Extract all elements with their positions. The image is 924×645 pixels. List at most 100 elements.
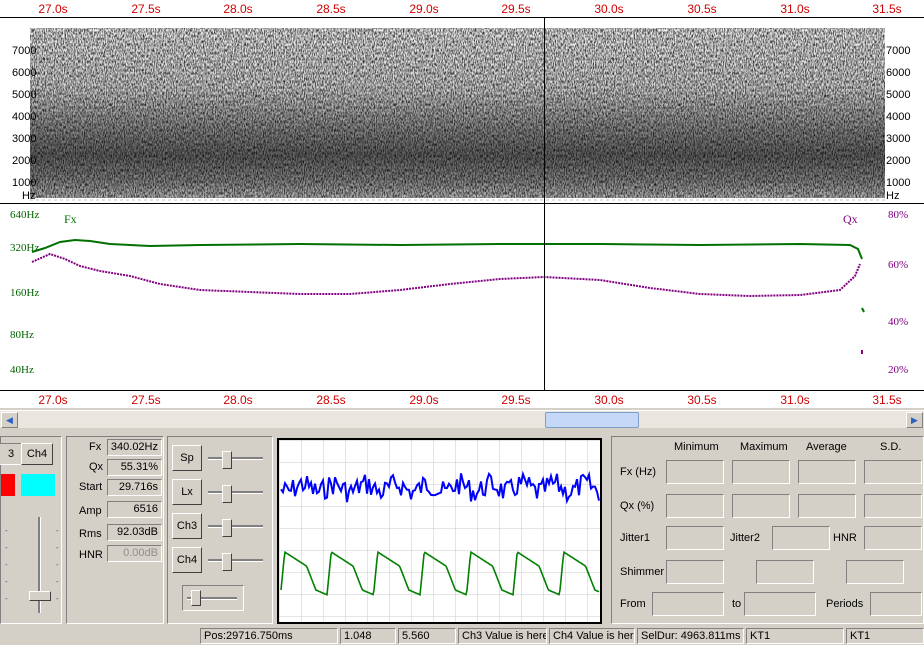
- qx-value: 55.31%: [107, 459, 162, 476]
- fx-tick: 40Hz: [10, 364, 34, 376]
- ch4-button[interactable]: Ch4: [21, 443, 53, 465]
- spectrogram-panel[interactable]: 7000 6000 5000 4000 3000 2000 1000 Hz 70…: [0, 18, 924, 204]
- jitter2-field: [772, 526, 830, 550]
- rms-value: 92.03dB: [107, 524, 162, 541]
- freq-tick: 3000: [12, 133, 37, 145]
- ch4-volume-track[interactable]: [38, 517, 41, 613]
- freq-tick: 4000: [12, 111, 37, 123]
- hnr-value: 0.00dB: [107, 545, 162, 562]
- fx-min-field: [666, 460, 724, 484]
- ch3-slider-thumb[interactable]: [222, 519, 232, 537]
- fx-tick: 320Hz: [10, 242, 40, 254]
- mixer-panel: Sp Lx Ch3 Ch4: [167, 436, 273, 624]
- freq-tick: 5000: [12, 89, 37, 101]
- freq-unit: Hz: [22, 190, 36, 202]
- qx-tick: 60%: [888, 259, 909, 271]
- stat-header: Maximum: [740, 441, 788, 453]
- lx-slider-thumb[interactable]: [222, 485, 232, 503]
- measurement-panel: Fx 340.02Hz Qx 55.31% Start 29.716s Amp …: [66, 436, 164, 624]
- time-tick: 27.0s: [38, 393, 68, 407]
- jitter2-label: Jitter2: [730, 532, 760, 544]
- lx-button[interactable]: Lx: [172, 479, 202, 505]
- ch4-volume-thumb[interactable]: [29, 591, 51, 601]
- fx-max-field: [732, 460, 790, 484]
- periods-field: [870, 592, 922, 616]
- qx-label: Qx: [89, 461, 104, 473]
- freq-tick: 1000: [886, 177, 911, 189]
- sp-button[interactable]: Sp: [172, 445, 202, 471]
- time-tick: 28.0s: [223, 2, 253, 16]
- volume-ticks: -----: [56, 526, 59, 603]
- amp-value: 6516: [107, 501, 162, 518]
- volume-ticks: -----: [5, 526, 8, 603]
- time-tick: 31.5s: [872, 393, 902, 407]
- qx-sd-field: [864, 494, 922, 518]
- master-slider-thumb[interactable]: [191, 590, 201, 606]
- playback-cursor[interactable]: [544, 204, 545, 390]
- freq-tick: 7000: [12, 45, 37, 57]
- ch3-mix-button[interactable]: Ch3: [172, 513, 202, 539]
- scroll-right-button[interactable]: ▶: [906, 412, 923, 428]
- status-value-2: 5.560: [398, 628, 456, 644]
- time-tick: 30.5s: [687, 393, 717, 407]
- top-time-axis: 27.0s 27.5s 28.0s 28.5s 29.0s 29.5s 30.0…: [0, 0, 924, 18]
- status-value-1: 1.048: [340, 628, 396, 644]
- sp-slider-thumb[interactable]: [222, 451, 232, 469]
- periods-label: Periods: [826, 598, 864, 610]
- freq-tick: 7000: [886, 45, 911, 57]
- ch4-color-swatch: [21, 474, 55, 496]
- stat-header: S.D.: [880, 441, 902, 453]
- time-tick: 29.5s: [501, 393, 531, 407]
- jitter1-label: Jitter1: [620, 532, 650, 544]
- shimmer-field-3: [846, 560, 904, 584]
- sp-slider-track[interactable]: [208, 457, 263, 460]
- status-ch4-value: Ch4 Value is here: [549, 628, 635, 644]
- status-kt1-a: KT1: [746, 628, 844, 644]
- pitch-panel[interactable]: 640Hz 320Hz 160Hz 80Hz 40Hz Fx Qx 80% 60…: [0, 204, 924, 390]
- time-tick: 27.0s: [38, 2, 68, 16]
- horizontal-scrollbar[interactable]: ◀ ▶: [0, 410, 924, 428]
- playback-cursor[interactable]: [544, 18, 545, 203]
- master-slider[interactable]: [182, 585, 244, 611]
- scroll-thumb[interactable]: [545, 412, 639, 428]
- qx-trace-label: Qx: [843, 212, 858, 226]
- fx-value: 340.02Hz: [107, 439, 162, 456]
- ch4-slider-track[interactable]: [208, 559, 263, 562]
- from-field: [652, 592, 724, 616]
- time-tick: 30.0s: [594, 2, 624, 16]
- status-selection-duration: SelDur: 4963.811ms: [637, 628, 744, 644]
- qx-pct-label: Qx (%): [620, 500, 655, 512]
- ch4-mix-button[interactable]: Ch4: [172, 547, 202, 573]
- shimmer-label: Shimmer: [620, 566, 665, 578]
- master-slider-track[interactable]: [187, 597, 237, 600]
- fx-tick: 80Hz: [10, 329, 34, 341]
- qx-min-field: [666, 494, 724, 518]
- time-tick: 28.5s: [316, 393, 346, 407]
- start-label: Start: [79, 481, 103, 493]
- fx-avg-field: [798, 460, 856, 484]
- fx-hz-label: Fx (Hz): [620, 466, 657, 478]
- freq-unit: Hz: [886, 190, 900, 202]
- time-tick: 27.5s: [131, 393, 161, 407]
- spectrogram-image: [30, 28, 885, 201]
- from-label: From: [620, 598, 646, 610]
- waveform-display[interactable]: [277, 438, 602, 624]
- lx-slider-track[interactable]: [208, 491, 263, 494]
- scroll-left-button[interactable]: ◀: [1, 412, 18, 428]
- status-position: Pos:29716.750ms: [200, 628, 338, 644]
- rms-label: Rms: [79, 528, 102, 540]
- ch4-slider-thumb[interactable]: [222, 553, 232, 571]
- fx-label: Fx: [89, 441, 102, 453]
- time-tick: 30.5s: [687, 2, 717, 16]
- freq-tick: 6000: [886, 67, 911, 79]
- fx-sd-field: [864, 460, 922, 484]
- to-label: to: [732, 598, 742, 610]
- time-tick: 29.0s: [409, 2, 439, 16]
- qx-avg-field: [798, 494, 856, 518]
- fx-trace-label: Fx: [64, 212, 77, 226]
- time-tick: 31.0s: [780, 393, 810, 407]
- pitch-traces: [31, 238, 865, 354]
- qx-tick: 40%: [888, 316, 909, 328]
- time-tick: 31.0s: [780, 2, 810, 16]
- ch3-slider-track[interactable]: [208, 525, 263, 528]
